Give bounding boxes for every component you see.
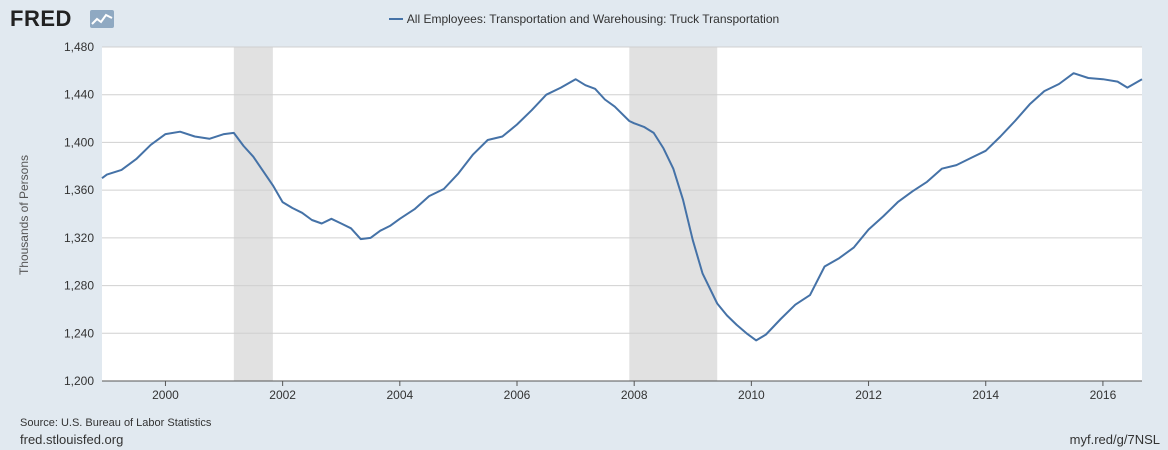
recession-band-0	[233, 47, 273, 381]
site-link[interactable]: fred.stlouisfed.org	[20, 432, 124, 447]
y-tick-label: 1,240	[64, 326, 94, 340]
short-link[interactable]: myf.red/g/7NSL	[1069, 432, 1160, 447]
y-tick-label: 1,320	[64, 231, 94, 245]
recession-band-1	[629, 47, 718, 381]
y-tick-labels: 1,200 1,240 1,280 1,320 1,360 1,400 1,440 1,480	[64, 40, 94, 388]
x-tick-label: 2004	[386, 388, 413, 402]
line-chart-icon	[90, 10, 114, 28]
y-tick-label: 1,280	[64, 279, 94, 293]
y-tick-label: 1,480	[64, 40, 94, 54]
x-tick-label: 2016	[1090, 388, 1117, 402]
legend-swatch	[388, 17, 403, 20]
x-tick-label: 2006	[504, 388, 531, 402]
x-tick-label: 2000	[152, 388, 179, 402]
x-tick-labels: 2000 2002 2004 2006 2008 2010 2012 2014 2016	[152, 381, 1117, 402]
x-tick-label: 2002	[269, 388, 296, 402]
x-tick-label: 2012	[855, 388, 882, 402]
fred-logo: FRED	[10, 6, 72, 31]
x-tick-label: 2008	[621, 388, 648, 402]
plot-area	[102, 47, 1142, 381]
y-tick-label: 1,200	[64, 374, 94, 388]
series-line-0	[101, 72, 1143, 342]
y-tick-label: 1,360	[64, 183, 94, 197]
chart-title: All Employees: Transportation and Wareho…	[406, 12, 780, 26]
x-tick-label: 2010	[738, 388, 765, 402]
series-layer	[101, 72, 1143, 342]
recession-bands	[233, 47, 718, 381]
y-tick-label: 1,400	[64, 135, 94, 149]
chart-legend: All Employees: Transportation and Wareho…	[0, 12, 1168, 26]
y-tick-label: 1,440	[64, 88, 94, 102]
source-note: Source: U.S. Bureau of Labor Statistics	[20, 417, 212, 429]
x-tick-label: 2014	[972, 388, 999, 402]
grid-lines	[102, 46, 1142, 334]
